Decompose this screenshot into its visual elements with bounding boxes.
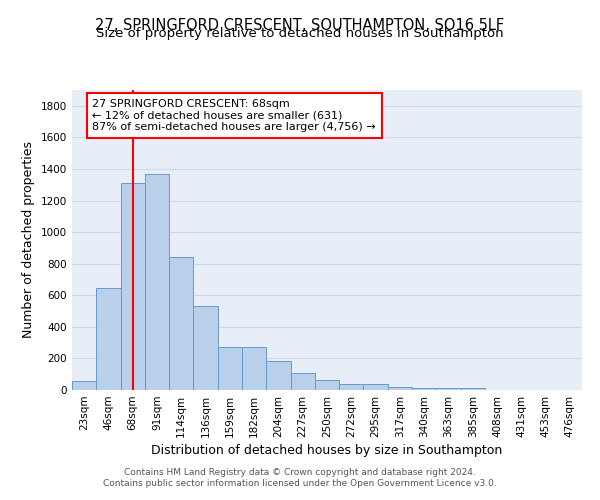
Bar (242, 346, 266, 390)
Text: Contains HM Land Registry data © Crown copyright and database right 2024.
Contai: Contains HM Land Registry data © Crown c… (103, 468, 497, 487)
Bar (436, 388, 461, 390)
Bar (96, 288, 121, 390)
Bar (315, 380, 339, 390)
Bar (266, 361, 290, 390)
Bar (145, 174, 169, 390)
Text: 27, SPRINGFORD CRESCENT, SOUTHAMPTON, SO16 5LF: 27, SPRINGFORD CRESCENT, SOUTHAMPTON, SO… (95, 18, 505, 32)
Bar (218, 346, 242, 390)
Bar (121, 183, 145, 390)
Bar (364, 384, 388, 390)
Bar (388, 386, 412, 390)
Bar (412, 388, 436, 390)
Bar (72, 382, 96, 390)
Text: 27 SPRINGFORD CRESCENT: 68sqm
← 12% of detached houses are smaller (631)
87% of : 27 SPRINGFORD CRESCENT: 68sqm ← 12% of d… (92, 99, 376, 132)
Bar (290, 374, 315, 390)
Bar (169, 256, 193, 390)
X-axis label: Distribution of detached houses by size in Southampton: Distribution of detached houses by size … (151, 444, 503, 457)
Y-axis label: Number of detached properties: Number of detached properties (22, 142, 35, 338)
Bar (193, 306, 218, 390)
Bar (339, 384, 364, 390)
Text: Size of property relative to detached houses in Southampton: Size of property relative to detached ho… (96, 28, 504, 40)
Bar (461, 388, 485, 390)
